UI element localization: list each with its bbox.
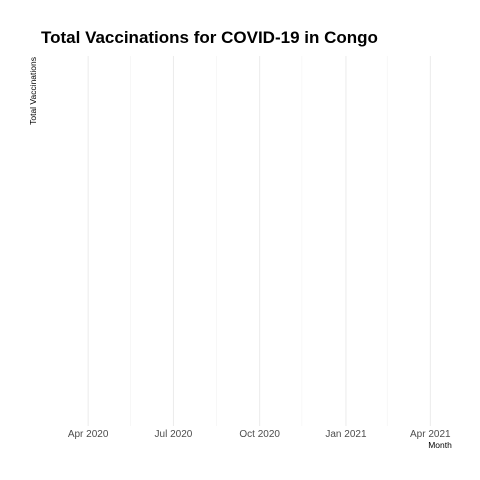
x-tick-label-0: Apr 2020	[68, 429, 109, 440]
grid-layer	[87, 56, 431, 426]
x-axis-label: Month	[428, 440, 452, 450]
x-tick-labels: Apr 2020 Jul 2020 Oct 2020 Jan 2021 Apr 2021	[68, 429, 451, 440]
x-tick-label-1: Jul 2020	[155, 429, 193, 440]
x-tick-label-2: Oct 2020	[239, 429, 280, 440]
y-axis-label: Total Vaccinations	[28, 57, 38, 125]
x-tick-label-3: Jan 2021	[325, 429, 367, 440]
chart-title: Total Vaccinations for COVID-19 in Congo	[41, 28, 378, 47]
x-tick-label-4: Apr 2021	[410, 429, 451, 440]
